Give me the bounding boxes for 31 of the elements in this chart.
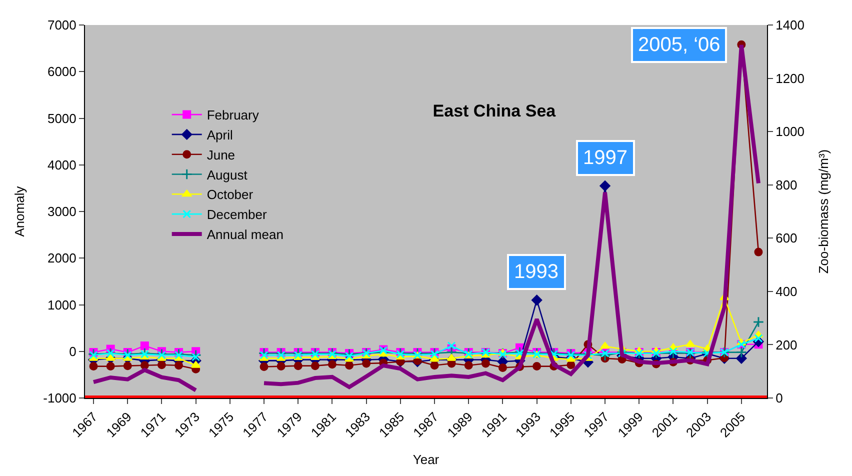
y-axis-title: Anomaly — [12, 186, 28, 237]
y-tick-label: 2000 — [47, 250, 76, 266]
legend-label: Annual mean — [206, 227, 284, 242]
annotation: 2005, ‘06 — [638, 34, 720, 56]
y-tick-label: 7000 — [47, 18, 76, 33]
legend-label: April — [206, 128, 233, 143]
legend-label: December — [206, 207, 268, 222]
y-tick-label: 4000 — [47, 157, 76, 172]
y-tick-label: -1000 — [43, 390, 76, 406]
y2-tick-label: 600 — [776, 230, 798, 246]
y-tick-label: 1000 — [47, 297, 76, 312]
text: East China Sea — [432, 102, 556, 121]
legend-label: February — [206, 108, 260, 123]
y2-tick-label: 1200 — [776, 70, 805, 86]
x-axis-title: Year — [412, 452, 440, 467]
y2-axis-title: Zoo-biomass (mg/m³) — [816, 149, 832, 274]
y-tick-label: 5000 — [47, 110, 76, 126]
y2-tick-label: 800 — [776, 177, 798, 192]
y-tick-label: 6000 — [47, 64, 76, 80]
y-tick-label: 3000 — [47, 204, 76, 220]
annotation: 1993 — [514, 261, 558, 283]
legend-label: June — [206, 147, 236, 162]
y2-tick-label: 400 — [776, 284, 798, 299]
y2-tick-label: 0 — [776, 390, 783, 406]
y-tick-label: 0 — [69, 344, 76, 359]
legend-label: October — [206, 187, 254, 202]
annotation: 1997 — [583, 147, 628, 169]
y2-tick-label: 200 — [776, 337, 798, 352]
legend-label: August — [206, 167, 248, 182]
y2-tick-label: 1400 — [776, 18, 805, 33]
y2-tick-label: 1000 — [776, 124, 805, 140]
